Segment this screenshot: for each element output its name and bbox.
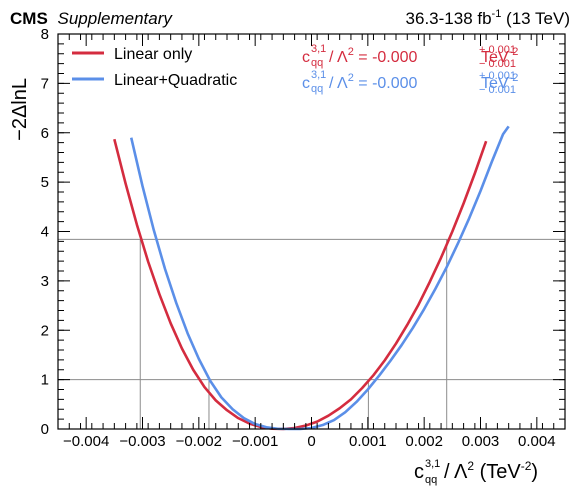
x-title-sub: qq	[425, 474, 437, 486]
x-title-close: )	[531, 461, 538, 483]
fit-result-quadratic: c 3,1 qq / Λ2 = -0.000 + 0.001 − 0.001 T…	[302, 69, 518, 96]
lumi-label: 36.3-138 fb	[406, 9, 492, 28]
x-tick-label: −0.003	[119, 433, 165, 450]
svg-text:/ Λ2 = -0.000: / Λ2 = -0.000	[329, 46, 418, 66]
y-tick-label: 7	[41, 75, 49, 92]
reference-lines	[58, 238, 565, 429]
result-mid-exp: 2	[348, 72, 354, 84]
x-title-mid-exp: 2	[467, 459, 474, 473]
fit-results: c 3,1 qq / Λ2 = -0.000 + 0.001 − 0.001 T…	[302, 43, 518, 96]
result-coef-sup: 3,1	[311, 43, 326, 55]
svg-text:/ Λ2 = -0.000: / Λ2 = -0.000	[329, 72, 418, 92]
x-title-unit: (TeV	[474, 461, 521, 483]
y-tick-label: 4	[41, 224, 49, 241]
x-title-mid: / Λ	[444, 461, 468, 483]
series-line-quadratic	[129, 125, 510, 431]
svg-text:c: c	[414, 461, 424, 483]
y-tick-label: 2	[41, 322, 49, 339]
x-title-base: c	[414, 461, 424, 483]
result-unit-exp: -2	[509, 72, 519, 84]
result-unit: TeV	[481, 49, 509, 66]
y-tick-label: 3	[41, 273, 49, 290]
result-down: − 0.001	[479, 58, 516, 70]
cms-label: CMS	[10, 9, 48, 28]
y-tick-label: 6	[41, 125, 49, 142]
svg-text:TeV-2: TeV-2	[481, 46, 518, 66]
energy-label: (13 TeV)	[501, 9, 570, 28]
curves	[113, 125, 510, 431]
y-tick-label: 5	[41, 174, 49, 191]
result-value: = -0.000	[354, 75, 418, 92]
fit-result-linear: c 3,1 qq / Λ2 = -0.000 + 0.001 − 0.001 T…	[302, 43, 518, 70]
x-tick-label: −0.004	[63, 433, 109, 450]
result-unit: TeV	[481, 75, 509, 92]
status-label: Supplementary	[58, 9, 174, 28]
y-tick-label: 1	[41, 372, 49, 389]
result-coef-sup: 3,1	[311, 69, 326, 81]
x-tick-label: −0.002	[176, 433, 222, 450]
x-axis-title: c 3,1 qq / Λ2 (TeV-2)	[414, 458, 538, 486]
result-coef: c	[302, 75, 310, 92]
axes: −0.004 −0.003 −0.002 −0.001 0 0.001 0.002 0.003…	[41, 26, 566, 450]
svg-text:36.3-138 fb-1 (13 TeV): 36.3-138 fb-1 (13 TeV)	[406, 8, 570, 28]
svg-text:c: c	[302, 49, 310, 66]
x-tick-label: 0.001	[349, 433, 387, 450]
result-value: = -0.000	[354, 49, 418, 66]
y-axis-title: −2ΔlnL	[9, 78, 31, 141]
x-title-unit-exp: -2	[521, 459, 532, 473]
x-tick-label: 0	[307, 433, 315, 450]
x-tick-label: 0.003	[462, 433, 500, 450]
legend: Linear only Linear+Quadratic	[72, 46, 237, 89]
result-up: + 0.001	[479, 70, 516, 82]
result-coef-sub: qq	[311, 57, 323, 69]
legend-label-linear: Linear only	[114, 46, 192, 63]
x-tick-label: 0.002	[405, 433, 443, 450]
result-coef-sub: qq	[311, 83, 323, 95]
svg-text:CMS Supplementary: CMS Supplementary	[10, 9, 173, 28]
svg-text:c: c	[302, 75, 310, 92]
x-tick-label: −0.001	[232, 433, 278, 450]
result-coef: c	[302, 49, 310, 66]
x-tick-label: 0.004	[518, 433, 556, 450]
svg-text:/ Λ2 (TeV-2): / Λ2 (TeV-2)	[444, 459, 538, 483]
x-title-sup: 3,1	[425, 458, 440, 470]
chart-header: CMS Supplementary 36.3-138 fb-1 (13 TeV)	[10, 8, 570, 28]
y-tick-label: 8	[41, 26, 49, 43]
series-line-linear	[113, 138, 488, 431]
result-mid: / Λ	[329, 75, 348, 92]
result-mid-exp: 2	[348, 46, 354, 58]
legend-label-quadratic: Linear+Quadratic	[114, 72, 237, 89]
svg-text:TeV-2: TeV-2	[481, 72, 518, 92]
result-unit-exp: -2	[509, 46, 519, 58]
y-tick-label: 0	[41, 421, 49, 438]
result-down: − 0.001	[479, 84, 516, 96]
result-up: + 0.001	[479, 44, 516, 56]
result-mid: / Λ	[329, 49, 348, 66]
lumi-exponent: -1	[492, 8, 502, 20]
